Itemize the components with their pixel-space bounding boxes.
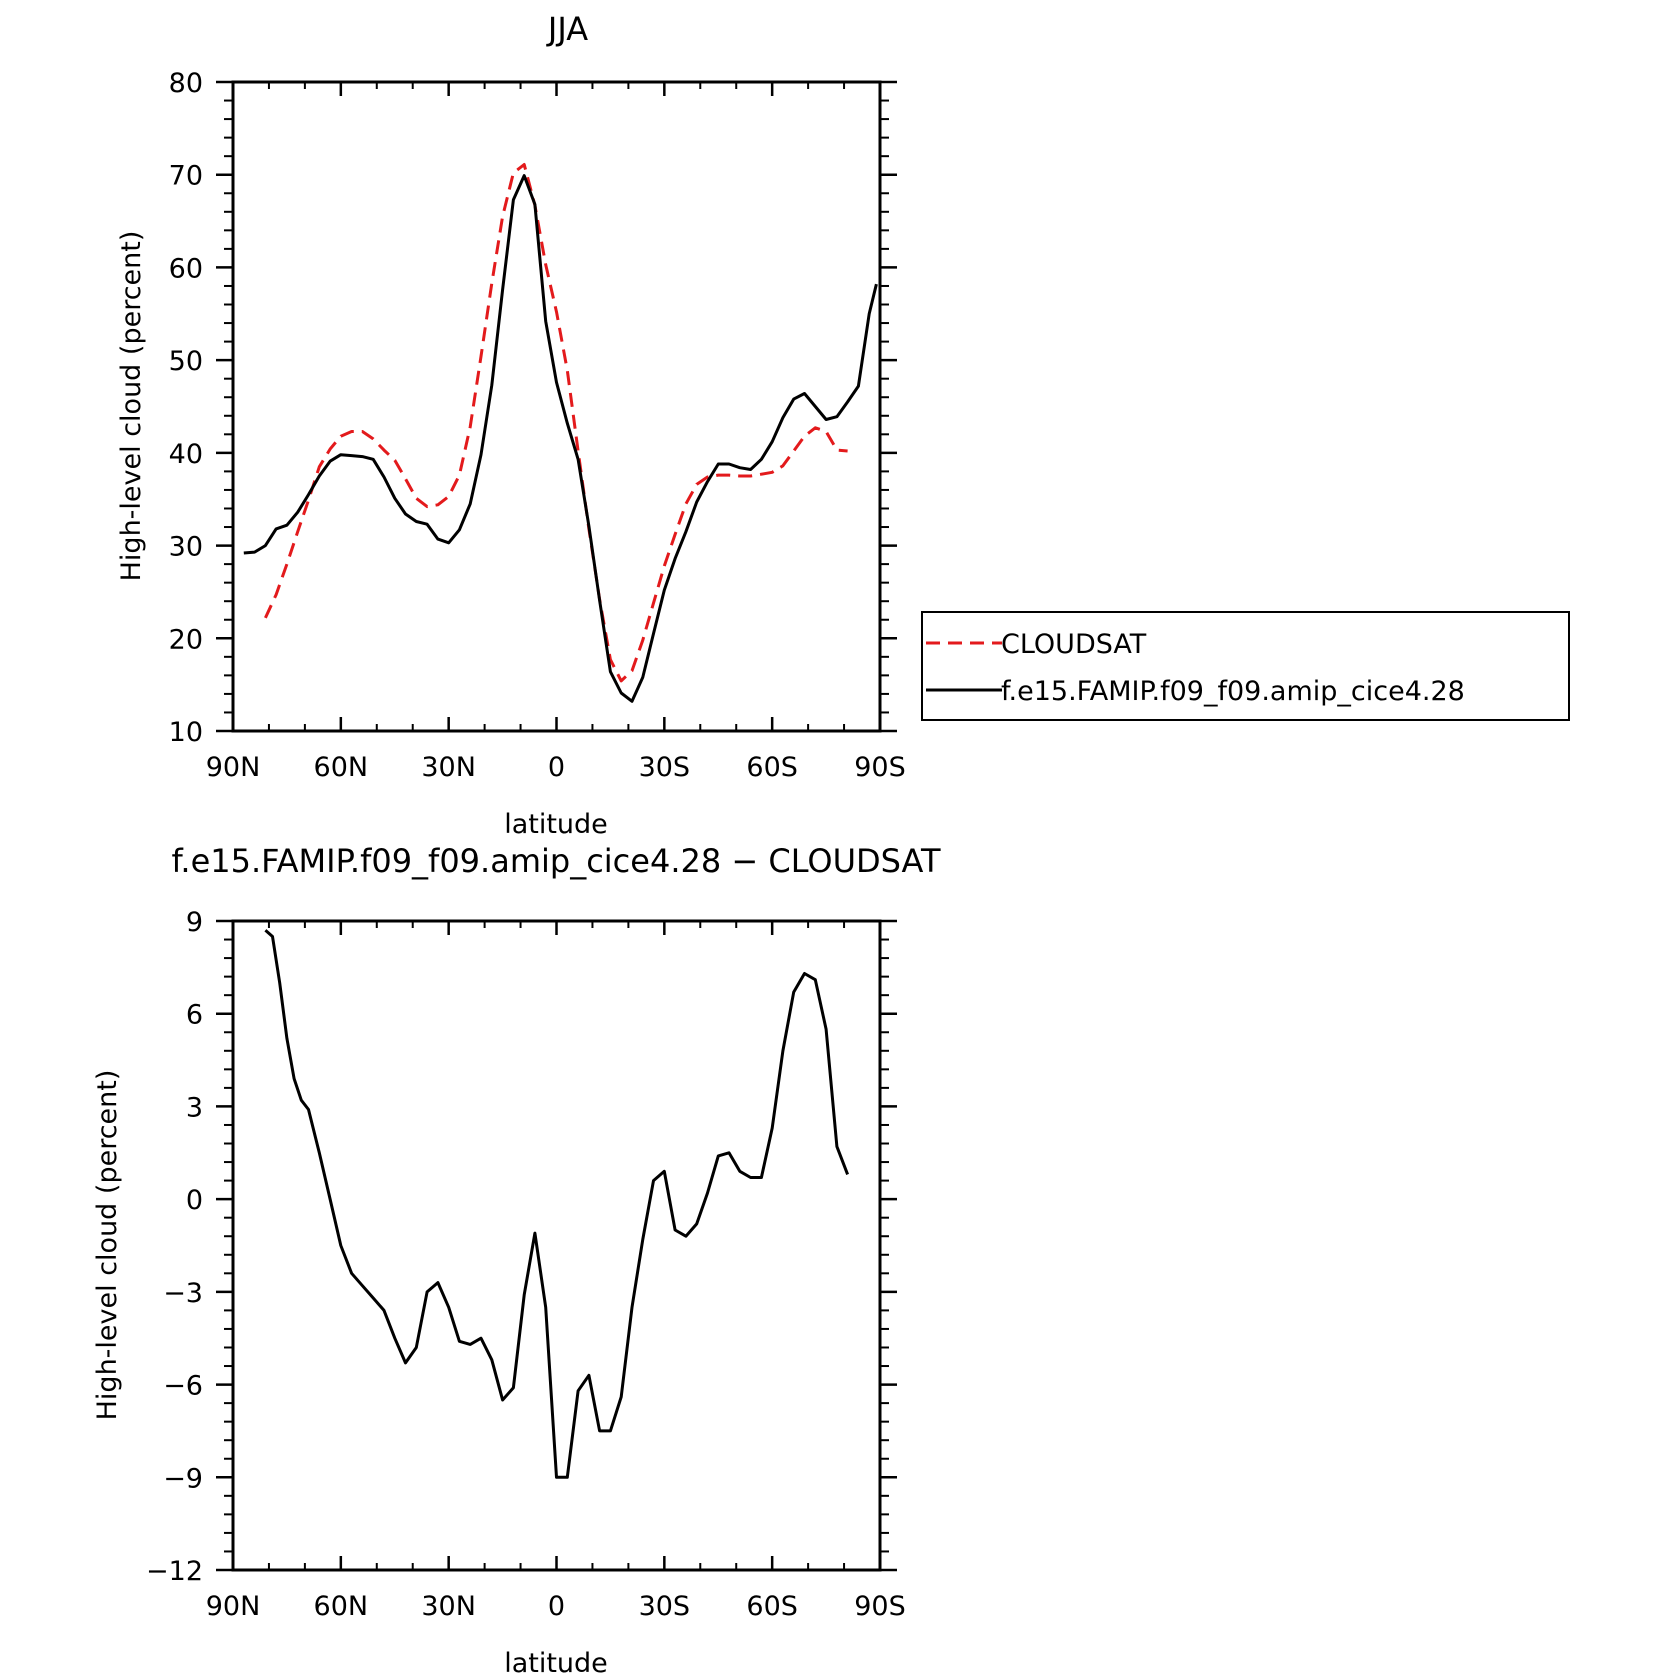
bottom-plot-lines: [264, 929, 849, 1479]
top-title: JJA: [546, 10, 588, 48]
top-series-line-f-e15-famip-f09-f09-amip-cice4-28: [243, 174, 878, 703]
x-tick-label: 90S: [854, 752, 906, 783]
y-tick-label: 20: [169, 624, 203, 655]
y-tick-label: −9: [163, 1463, 203, 1494]
x-tick-label: 30N: [421, 752, 476, 783]
x-tick-label: 30S: [639, 1591, 691, 1622]
legend-label-cloudsat: CLOUDSAT: [1001, 629, 1147, 660]
y-tick-label: 80: [169, 68, 203, 99]
y-tick-label: 3: [186, 1092, 203, 1123]
y-tick-label: 40: [169, 439, 203, 470]
top-xlabel: latitude: [504, 809, 608, 840]
y-tick-label: 0: [186, 1185, 203, 1216]
y-tick-label: 6: [186, 1000, 203, 1031]
x-tick-label: 60N: [314, 752, 369, 783]
bottom-xlabel: latitude: [504, 1648, 608, 1679]
legend-label-model: f.e15.FAMIP.f09_f09.amip_cice4.28: [1001, 676, 1465, 707]
x-tick-label: 30S: [639, 752, 691, 783]
y-tick-label: 60: [169, 253, 203, 284]
y-tick-label: −12: [146, 1556, 203, 1587]
top-plot-frame: [231, 80, 882, 733]
y-tick-label: 9: [186, 907, 203, 938]
x-tick-label: 60S: [746, 752, 798, 783]
y-tick-label: 30: [169, 532, 203, 563]
top-series-line-cloudsat: [264, 163, 848, 683]
x-tick-label: 30N: [421, 1591, 476, 1622]
top-ylabel: High-level cloud (percent): [116, 231, 147, 582]
bottom-ticks: 90N 60N 30N 0 30S 60S 90S −12 −9 −6 −3 0 3 6 9: [146, 907, 906, 1622]
y-tick-label: 70: [169, 161, 203, 192]
x-tick-label: 60S: [746, 1591, 798, 1622]
bottom-title: f.e15.FAMIP.f09_f09.amip_cice4.28 − CLOU…: [171, 842, 940, 880]
y-tick-label: 50: [169, 346, 203, 377]
x-tick-label: 90S: [854, 1591, 906, 1622]
bottom-series-line-0: [264, 929, 849, 1479]
x-tick-label: 90N: [206, 752, 261, 783]
legend: CLOUDSAT f.e15.FAMIP.f09_f09.amip_cice4.…: [921, 611, 1570, 721]
top-ticks: 90N 60N 30N 0 30S 60S 90S 10 20 30 40 50 60 70 80: [169, 68, 906, 783]
legend-box: [921, 611, 1570, 721]
y-tick-label: −3: [163, 1278, 203, 1309]
x-tick-label: 60N: [314, 1591, 369, 1622]
top-panel: JJA 90N 60N 30N 0 30S 60S 90S1020304050607080 …: [116, 10, 1570, 840]
top-plot-lines: [243, 163, 878, 703]
y-tick-label: −6: [163, 1371, 203, 1402]
bottom-panel: f.e15.FAMIP.f09_f09.amip_cice4.28 − CLOU…: [92, 842, 941, 1679]
bottom-ylabel: High-level cloud (percent): [92, 1070, 123, 1421]
x-tick-label: 0: [548, 752, 565, 783]
x-tick-label: 90N: [206, 1591, 261, 1622]
x-tick-label: 0: [548, 1591, 565, 1622]
y-tick-label: 10: [169, 717, 203, 748]
